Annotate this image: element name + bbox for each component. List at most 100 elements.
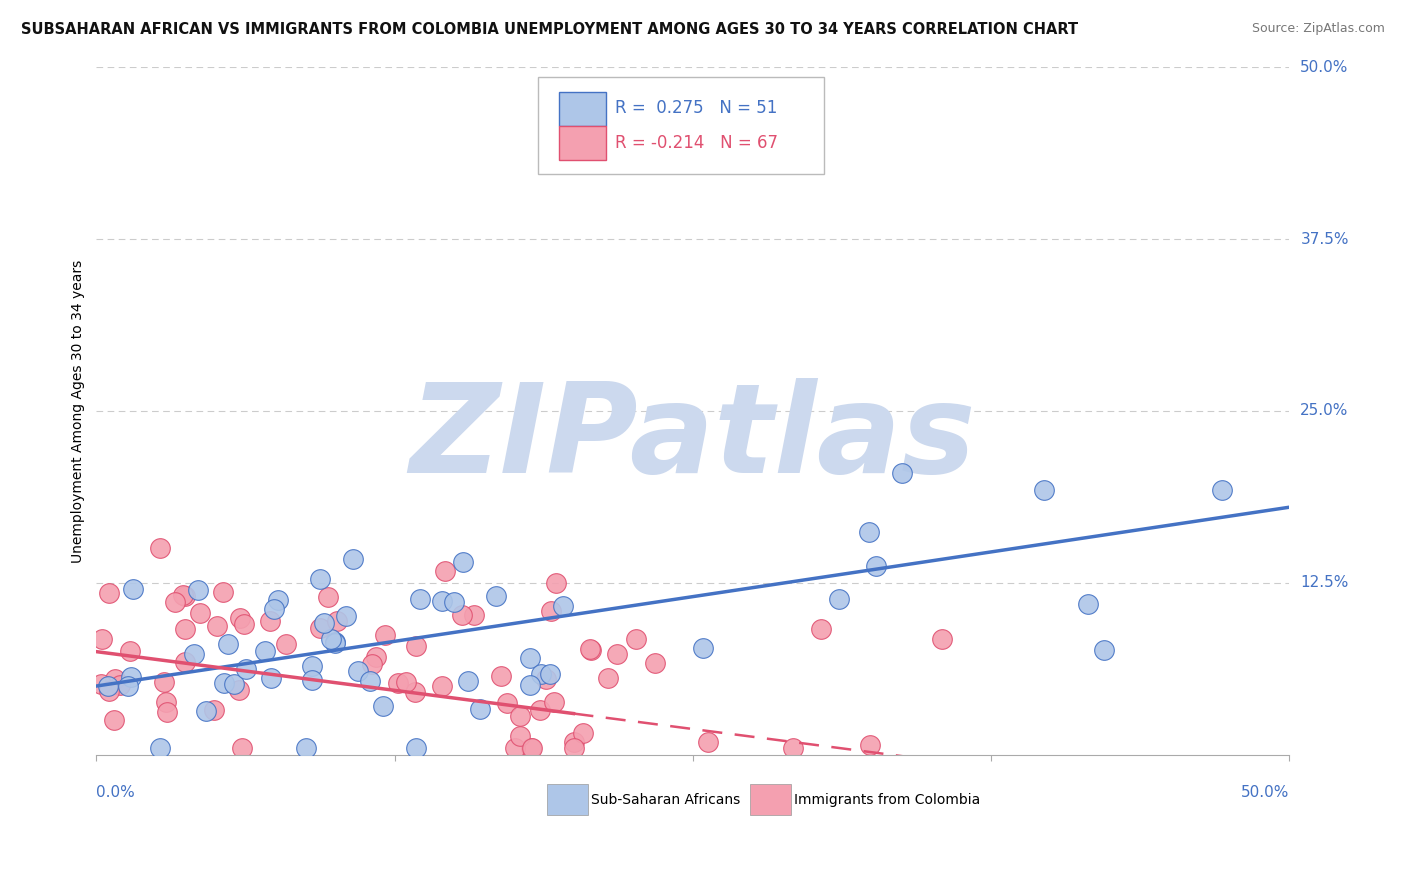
Text: 0.0%: 0.0% [97,785,135,800]
FancyBboxPatch shape [547,784,588,814]
Point [212,585,235,599]
Point [117,679,139,693]
Point [692,641,714,656]
Point [335,609,357,624]
Point [395,675,418,690]
Point [228,683,250,698]
Point [229,611,252,625]
Point [644,657,666,671]
Point [519,678,541,692]
Point [457,673,479,688]
FancyBboxPatch shape [749,784,790,814]
Point [259,614,281,628]
Point [294,740,316,755]
Text: SUBSAHARAN AFRICAN VS IMMIGRANTS FROM COLOMBIA UNEMPLOYMENT AMONG AGES 30 TO 34 : SUBSAHARAN AFRICAN VS IMMIGRANTS FROM CO… [21,22,1078,37]
Point [90,677,112,691]
Text: Immigrants from Colombia: Immigrants from Colombia [794,792,980,806]
Point [782,740,804,755]
Point [359,673,381,688]
Point [202,703,225,717]
Point [374,628,396,642]
Y-axis label: Unemployment Among Ages 30 to 34 years: Unemployment Among Ages 30 to 34 years [72,260,86,563]
Point [491,669,513,683]
Point [432,679,454,693]
Point [579,642,602,657]
Text: 12.5%: 12.5% [1301,575,1348,591]
Point [183,648,205,662]
Point [551,599,574,613]
Point [405,640,427,654]
Point [509,709,531,723]
Point [468,702,491,716]
Point [931,632,953,646]
Text: Sub-Saharan Africans: Sub-Saharan Africans [592,792,741,806]
Point [827,592,849,607]
Point [316,591,339,605]
Point [235,662,257,676]
Point [540,604,562,618]
Point [214,676,236,690]
Point [309,621,332,635]
Point [810,623,832,637]
Point [97,679,120,693]
Point [859,738,882,752]
Point [451,555,474,569]
Point [155,695,177,709]
Point [371,698,394,713]
Point [233,616,256,631]
Point [865,559,887,574]
Point [120,670,142,684]
Point [319,632,342,646]
Point [891,466,914,480]
Point [323,636,346,650]
Point [405,740,427,755]
Point [173,622,195,636]
Point [409,591,432,606]
Point [97,586,120,600]
Point [103,713,125,727]
Text: R =  0.275   N = 51: R = 0.275 N = 51 [616,99,778,118]
Point [276,637,298,651]
Point [342,551,364,566]
Point [222,677,245,691]
Point [118,643,141,657]
Point [174,655,197,669]
Text: 50.0%: 50.0% [1241,785,1289,800]
Point [347,665,370,679]
Point [301,659,323,673]
Point [434,565,457,579]
Point [546,576,568,591]
Point [520,740,543,755]
Point [463,607,485,622]
Point [172,588,194,602]
Point [149,740,172,755]
Point [207,619,229,633]
Point [509,730,531,744]
Point [606,648,628,662]
Point [451,608,474,623]
Point [149,541,172,556]
Point [326,614,349,628]
FancyBboxPatch shape [560,92,606,126]
Point [562,740,585,755]
Text: 25.0%: 25.0% [1301,403,1348,418]
Point [260,671,283,685]
FancyBboxPatch shape [560,127,606,160]
Point [1211,483,1233,497]
Point [387,676,409,690]
Point [360,657,382,671]
Point [301,673,323,687]
Point [503,740,526,755]
Text: ZIPatlas: ZIPatlas [409,378,976,499]
Text: 37.5%: 37.5% [1301,232,1348,246]
Point [163,595,186,609]
Point [174,589,197,603]
Text: 50.0%: 50.0% [1301,60,1348,75]
Point [430,594,453,608]
Point [1092,643,1115,657]
Point [231,740,253,755]
Point [858,524,880,539]
Point [152,675,174,690]
Point [263,602,285,616]
Point [538,666,561,681]
